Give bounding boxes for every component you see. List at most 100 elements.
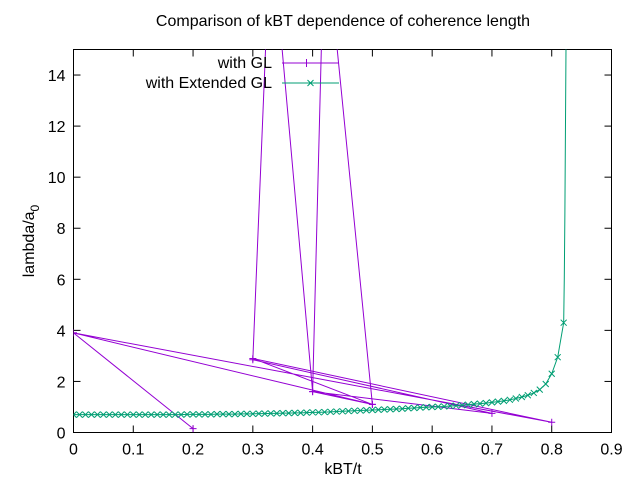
data-point [560,319,568,327]
data-point [159,411,167,418]
data-point [375,406,382,414]
data-point [100,411,107,418]
plot-frame [73,49,612,433]
y-tick-label: 2 [57,374,66,391]
data-point [255,410,263,417]
data-point [303,409,310,416]
legend-label-gl: with GL [217,55,272,72]
data-point [554,353,562,361]
y-tick-label: 10 [48,170,66,187]
data-point [213,410,221,418]
data-point [237,410,245,418]
data-point [548,370,556,378]
legend-marker-extended-gl [307,79,314,87]
series-line-gl [73,49,552,430]
data-point [201,411,209,418]
x-tick-label: 0.5 [361,442,383,459]
data-point [416,404,424,411]
data-point [82,411,89,418]
legend: with GL with Extended GL [145,55,339,92]
data-point [189,411,197,418]
y-axis-label-subscript: 0 [28,204,42,211]
data-point [141,411,149,418]
data-point [177,411,185,418]
data-point [368,400,376,408]
x-axis-ticks: 0 0.1 0.2 0.3 0.4 0.5 0.6 0.7 0.8 0.9 [69,49,623,459]
data-point [542,380,550,388]
data-point [183,411,191,418]
data-point [279,409,287,417]
x-tick-label: 0.3 [242,442,264,459]
data-point [536,386,544,393]
data-point [171,411,179,418]
data-point [482,399,490,407]
y-axis-label-main: lambda/a [21,211,38,277]
data-point [398,405,406,413]
y-tick-label: 12 [48,119,66,136]
data-point [428,403,436,411]
data-point [88,411,95,418]
data-point [309,388,317,396]
x-axis-label: kBT/t [324,461,362,478]
data-point [111,411,119,418]
x-tick-label: 0.7 [481,442,503,459]
data-point [117,411,125,418]
data-point [291,409,299,417]
y-axis-ticks: 0 2 4 6 8 10 12 14 [48,68,612,443]
data-point [73,329,77,337]
data-point [363,406,370,414]
data-point [106,411,113,418]
data-point [219,410,227,418]
plot-area [73,49,568,433]
data-point [380,406,388,413]
y-tick-label: 8 [57,221,66,238]
data-point [153,411,161,418]
series-layer [73,49,568,433]
data-point [297,409,305,417]
chart-title: Comparison of kBT dependence of coherenc… [156,13,530,30]
legend-marker-gl [302,59,311,67]
data-point [327,408,334,416]
data-point [76,411,83,418]
data-point [494,398,502,405]
y-tick-label: 0 [57,426,66,443]
data-point [94,411,101,418]
y-axis-label: lambda/a0 [21,204,42,277]
data-point [488,399,496,406]
data-point [261,410,269,417]
data-point [147,411,155,418]
data-point [357,407,364,414]
x-tick-label: 0.8 [541,442,563,459]
data-point [345,407,352,415]
data-point [315,408,322,416]
x-tick-label: 0.1 [122,442,144,459]
data-point [195,411,203,418]
legend-label-extended-gl: with Extended GL [145,75,272,92]
data-point [73,411,77,418]
x-tick-label: 0.2 [182,442,204,459]
data-point [410,404,418,412]
data-point [369,406,376,414]
data-point [321,408,328,416]
x-tick-label: 0.9 [600,442,622,459]
data-point [476,400,484,408]
x-tick-label: 0 [69,442,78,459]
data-point [488,409,496,417]
data-point [434,403,442,411]
data-point [225,410,233,418]
data-point [470,400,478,408]
data-point [189,425,197,433]
data-point [512,395,520,402]
data-point [249,410,257,418]
data-point [548,418,556,426]
data-point [333,408,340,415]
data-point [129,411,137,418]
data-point [530,389,538,397]
data-point [392,405,400,413]
data-point [165,411,173,418]
data-point [135,411,143,418]
y-tick-label: 14 [48,68,66,85]
data-point [458,401,466,409]
data-point [309,408,316,416]
data-point [249,356,257,364]
